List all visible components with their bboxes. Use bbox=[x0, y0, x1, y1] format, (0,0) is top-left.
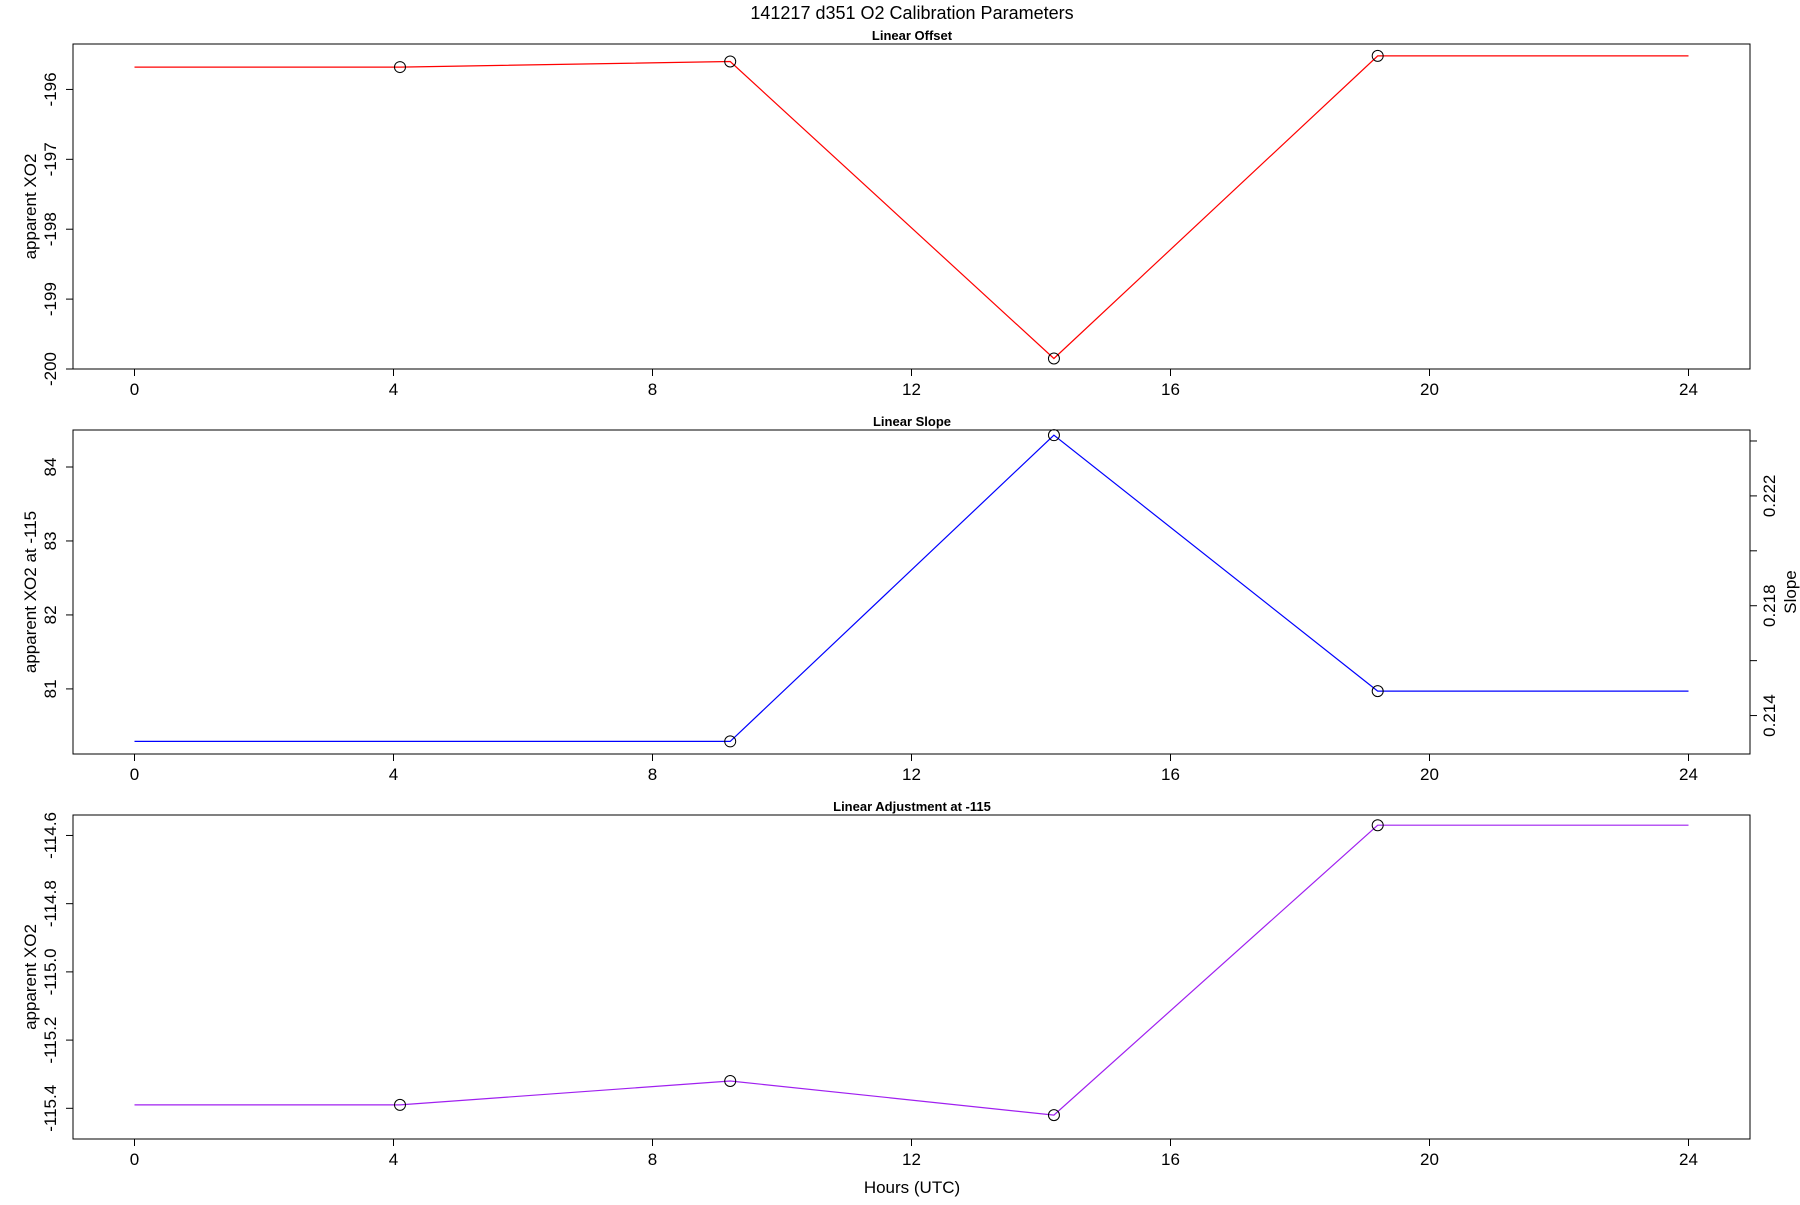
y-axis-label: apparent XO2 at -115 bbox=[21, 511, 40, 673]
y-tick-label: -114.6 bbox=[41, 812, 60, 859]
x-axis: 0 4 8 12 16 20 24 bbox=[130, 1139, 1698, 1169]
y-axis-label: apparent XO2 bbox=[21, 154, 40, 260]
data-point-marker bbox=[1047, 352, 1060, 365]
y-tick-label: -198 bbox=[41, 212, 60, 246]
x-axis-label: Hours (UTC) bbox=[864, 1178, 960, 1197]
series-line bbox=[134, 55, 1689, 360]
x-axis: 0 4 8 12 16 20 24 bbox=[130, 369, 1698, 399]
data-point-marker bbox=[393, 61, 406, 74]
x-tick-label: 12 bbox=[902, 1150, 921, 1169]
x-tick-label: 4 bbox=[389, 1150, 398, 1169]
y-axis: -200 -199 -198 -197 -196 bbox=[41, 72, 73, 386]
data-point-marker bbox=[1371, 685, 1384, 698]
data-point-marker bbox=[724, 55, 737, 68]
y-axis: 81 82 83 84 bbox=[41, 458, 73, 698]
data-point-marker bbox=[1371, 49, 1384, 62]
x-tick-label: 16 bbox=[1161, 1150, 1180, 1169]
x-tick-label: 0 bbox=[130, 380, 139, 399]
y-tick-label: 83 bbox=[41, 531, 60, 550]
x-tick-label: 24 bbox=[1679, 380, 1698, 399]
panel-3: Linear Adjustment at -115 0 4 8 12 16 20 24 -115… bbox=[21, 799, 1751, 1169]
x-tick-label: 0 bbox=[130, 765, 139, 784]
data-point-marker bbox=[724, 735, 737, 748]
y-tick-label: -196 bbox=[41, 72, 60, 106]
x-axis: 0 4 8 12 16 20 24 bbox=[130, 754, 1698, 784]
data-point-marker bbox=[1047, 429, 1060, 442]
x-tick-label: 24 bbox=[1679, 765, 1698, 784]
secondary-y-axis: 0.214 0.218 0.222 Slope bbox=[1750, 440, 1800, 737]
panel-title: Linear Slope bbox=[873, 414, 951, 429]
plot-frame bbox=[72, 43, 1751, 370]
x-tick-label: 16 bbox=[1161, 765, 1180, 784]
panels: Linear Offset 0 4 8 12 16 20 24 -200 -199 -198 -197… bbox=[21, 28, 1800, 1169]
x-tick-label: 12 bbox=[902, 380, 921, 399]
x-tick-label: 12 bbox=[902, 765, 921, 784]
secondary-y-tick-label: 0.222 bbox=[1760, 475, 1779, 518]
x-tick-label: 8 bbox=[648, 380, 657, 399]
x-tick-label: 0 bbox=[130, 1150, 139, 1169]
x-tick-label: 8 bbox=[648, 765, 657, 784]
secondary-y-axis-label: Slope bbox=[1781, 570, 1800, 613]
y-tick-label: -200 bbox=[41, 352, 60, 386]
panel-2: Linear Slope 0 4 8 12 16 20 24 81 82 83 84 apparent … bbox=[21, 414, 1800, 784]
panel-title: Linear Adjustment at -115 bbox=[833, 799, 991, 814]
data-point-marker bbox=[393, 1098, 406, 1111]
y-tick-label: 82 bbox=[41, 605, 60, 624]
y-tick-label: -115.0 bbox=[41, 948, 60, 995]
panel-1: Linear Offset 0 4 8 12 16 20 24 -200 -199 -198 -197… bbox=[21, 28, 1751, 399]
y-tick-label: -197 bbox=[41, 142, 60, 176]
y-tick-label: -114.8 bbox=[41, 880, 60, 927]
series-line bbox=[134, 824, 1689, 1116]
secondary-y-tick-label: 0.214 bbox=[1760, 694, 1779, 737]
data-point-marker bbox=[1371, 819, 1384, 832]
data-point-marker bbox=[724, 1075, 737, 1088]
x-tick-label: 24 bbox=[1679, 1150, 1698, 1169]
y-axis-label: apparent XO2 bbox=[21, 924, 40, 1030]
figure-title: 141217 d351 O2 Calibration Parameters bbox=[750, 3, 1073, 23]
plot-frame bbox=[72, 814, 1751, 1140]
y-tick-label: 81 bbox=[41, 679, 60, 698]
x-tick-label: 20 bbox=[1420, 1150, 1439, 1169]
y-tick-label: 84 bbox=[41, 458, 60, 477]
y-tick-label: -199 bbox=[41, 282, 60, 316]
series-line bbox=[134, 434, 1689, 743]
x-tick-label: 20 bbox=[1420, 765, 1439, 784]
x-tick-label: 4 bbox=[389, 765, 398, 784]
plot-frame bbox=[72, 429, 1751, 755]
y-tick-label: -115.4 bbox=[41, 1085, 60, 1132]
x-tick-label: 20 bbox=[1420, 380, 1439, 399]
secondary-y-tick-label: 0.218 bbox=[1760, 584, 1779, 627]
y-tick-label: -115.2 bbox=[41, 1017, 60, 1064]
panel-title: Linear Offset bbox=[872, 28, 953, 43]
data-point-marker bbox=[1047, 1109, 1060, 1122]
x-tick-label: 16 bbox=[1161, 380, 1180, 399]
x-tick-label: 8 bbox=[648, 1150, 657, 1169]
x-tick-label: 4 bbox=[389, 380, 398, 399]
y-axis: -115.4 -115.2 -115.0 -114.8 -114.6 bbox=[41, 812, 73, 1132]
